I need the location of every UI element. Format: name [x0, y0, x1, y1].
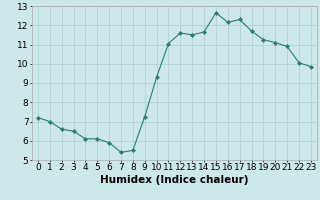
- X-axis label: Humidex (Indice chaleur): Humidex (Indice chaleur): [100, 175, 249, 185]
